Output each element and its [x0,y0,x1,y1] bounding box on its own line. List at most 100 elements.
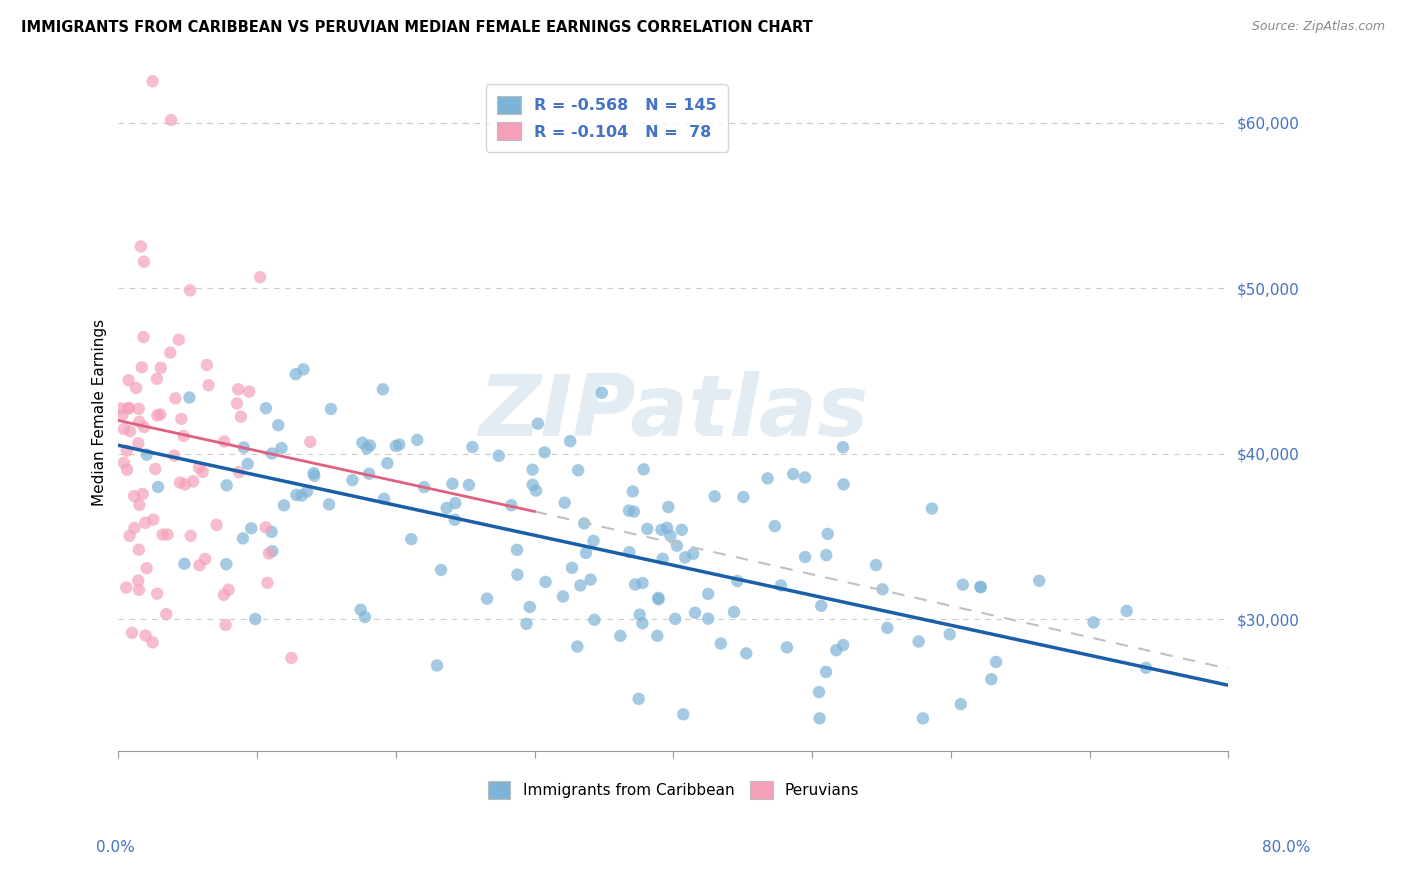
Point [165,392,187,406]
Point [356,442,378,456]
Point [112,422,135,436]
Point [697,612,720,626]
Point [357,467,380,481]
Point [375,456,398,470]
Point [443,513,465,527]
Point [815,548,838,562]
Point [188,460,211,475]
Point [567,640,589,654]
Point [117,401,139,416]
Point [623,505,645,519]
Point [673,550,696,565]
Point [650,523,672,537]
Point [169,475,191,490]
Point [232,532,254,546]
Point [197,378,219,392]
Point [240,521,263,535]
Point [128,401,150,416]
Point [683,606,706,620]
Point [215,557,238,571]
Point [406,433,429,447]
Point [174,477,197,491]
Point [260,446,283,460]
Point [782,467,804,481]
Point [657,500,679,514]
Point [236,457,259,471]
Point [292,362,315,376]
Point [195,358,218,372]
Point [284,367,307,381]
Point [655,521,678,535]
Point [129,239,152,253]
Point [212,588,235,602]
Point [672,707,695,722]
Point [832,638,855,652]
Point [735,647,758,661]
Point [152,527,174,541]
Point [628,607,651,622]
Point [808,711,831,725]
Legend: Immigrants from Caribbean, Peruvians: Immigrants from Caribbean, Peruvians [481,775,865,805]
Point [725,574,748,588]
Point [156,527,179,541]
Point [501,498,523,512]
Point [135,448,157,462]
Point [488,449,510,463]
Point [519,599,541,614]
Point [249,270,271,285]
Point [359,438,381,452]
Point [527,417,550,431]
Point [254,520,277,534]
Point [769,578,792,592]
Point [179,391,201,405]
Point [238,384,260,399]
Point [515,616,537,631]
Point [591,385,613,400]
Point [132,330,155,344]
Point [984,655,1007,669]
Point [352,435,374,450]
Point [475,591,498,606]
Point [952,577,974,591]
Point [194,552,217,566]
Point [1135,661,1157,675]
Point [969,580,991,594]
Point [426,658,449,673]
Point [232,441,254,455]
Point [299,434,322,449]
Point [146,409,169,423]
Text: 0.0%: 0.0% [96,840,135,855]
Point [270,441,292,455]
Point [285,488,308,502]
Point [131,487,153,501]
Point [921,501,943,516]
Point [506,542,529,557]
Point [267,418,290,433]
Point [173,557,195,571]
Point [817,527,839,541]
Point [1083,615,1105,630]
Point [876,621,898,635]
Point [651,552,673,566]
Point [401,532,423,546]
Point [534,574,557,589]
Point [254,401,277,416]
Point [560,434,582,449]
Point [117,373,139,387]
Point [665,539,688,553]
Point [127,436,149,450]
Point [572,516,595,531]
Point [756,471,779,485]
Point [131,360,153,375]
Point [631,576,654,591]
Text: ZIPatlas: ZIPatlas [478,371,869,454]
Point [458,478,481,492]
Point [163,449,186,463]
Point [763,519,786,533]
Point [111,409,134,423]
Point [388,437,411,451]
Point [621,484,644,499]
Point [938,627,960,641]
Point [229,409,252,424]
Point [980,672,1002,686]
